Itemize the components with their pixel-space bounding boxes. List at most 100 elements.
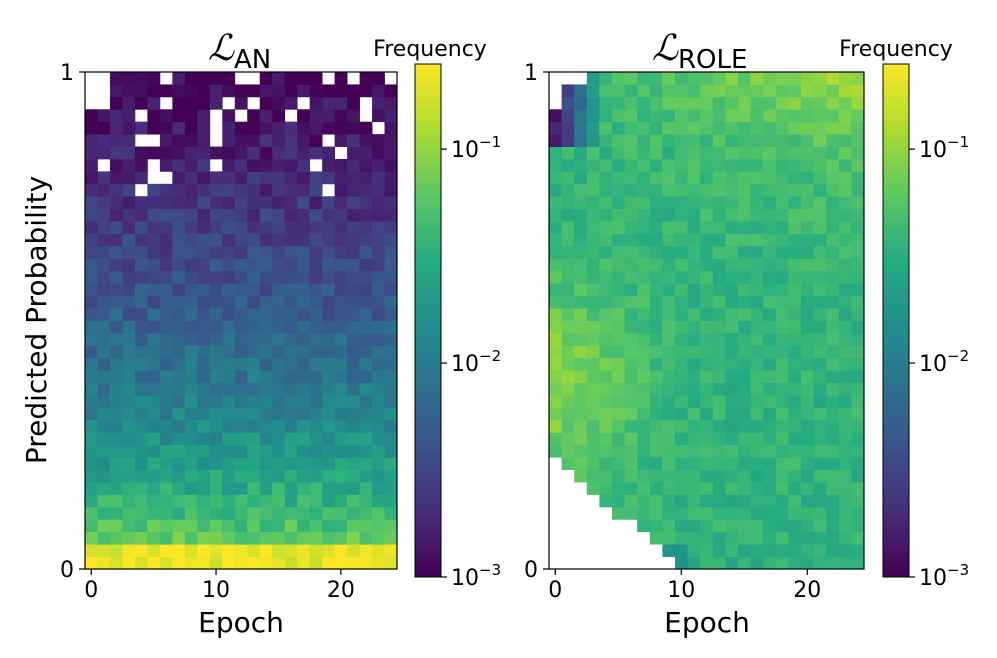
heatmap-cell: [184, 196, 198, 210]
heatmap-cell: [637, 357, 651, 371]
heatmap-cell: [322, 407, 335, 421]
heatmap-cell: [675, 308, 688, 321]
heatmap-cell: [222, 357, 236, 371]
heatmap-cell: [384, 308, 398, 321]
heatmap-cell: [172, 245, 186, 259]
heatmap-cell: [109, 245, 123, 259]
heatmap-cell: [134, 419, 148, 433]
heatmap-cell: [775, 308, 789, 321]
heatmap-cell: [97, 556, 111, 570]
heatmap-cell: [624, 196, 638, 210]
heatmap-cell: [85, 233, 98, 247]
heatmap-cell: [700, 146, 714, 160]
heatmap-cell: [297, 531, 311, 545]
heatmap-cell: [172, 72, 186, 85]
heatmap-cell: [209, 183, 223, 197]
heatmap-cell: [801, 84, 814, 98]
heatmap-cell: [612, 171, 625, 185]
heatmap-cell: [700, 96, 714, 110]
heatmap-cell: [826, 432, 840, 446]
heatmap-cell: [197, 382, 211, 396]
heatmap-cell: [750, 544, 764, 557]
heatmap-cell: [334, 283, 348, 297]
heatmap-cell: [297, 208, 311, 222]
heatmap-cell: [209, 419, 223, 433]
heatmap-cell: [159, 146, 173, 160]
heatmap-cell: [612, 506, 625, 520]
heatmap-cell: [700, 283, 714, 297]
heatmap-cell: [372, 332, 385, 346]
heatmap-cell: [347, 134, 360, 147]
heatmap-cell: [700, 183, 714, 197]
heatmap-cell: [359, 432, 373, 446]
heatmap-cell: [284, 245, 298, 259]
heatmap-cell: [725, 96, 739, 110]
heatmap-cell: [826, 283, 840, 297]
heatmap-cell: [599, 494, 613, 508]
heatmap-cell: [159, 270, 173, 284]
heatmap-cell: [712, 345, 726, 359]
heatmap-cell: [675, 134, 688, 147]
heatmap-cell: [712, 245, 726, 259]
heatmap-cell: [222, 407, 236, 421]
heatmap-cell: [85, 395, 98, 408]
heatmap-cell: [297, 556, 311, 570]
heatmap-cell: [197, 158, 211, 172]
heatmap-cell: [334, 295, 348, 309]
heatmap-cell: [712, 258, 726, 272]
heatmap-cell: [284, 72, 298, 85]
heatmap-cell: [826, 320, 840, 334]
heatmap-cell: [109, 519, 123, 533]
heatmap-cell: [624, 283, 638, 297]
heatmap-cell: [687, 171, 701, 185]
heatmap-cell: [624, 96, 638, 110]
heatmap-cell: [122, 245, 136, 259]
heatmap-cell: [222, 519, 236, 533]
heatmap-cell: [222, 419, 236, 433]
heatmap-cell: [813, 469, 827, 483]
heatmap-cell: [209, 308, 223, 321]
heatmap-cell: [712, 183, 726, 197]
heatmap-cell: [347, 84, 360, 98]
heatmap-cell: [284, 146, 298, 160]
heatmap-cell: [347, 370, 360, 384]
heatmap-cell: [272, 382, 286, 396]
heatmap-cell: [184, 146, 198, 160]
heatmap-cell: [222, 320, 236, 334]
heatmap-cell: [197, 556, 211, 570]
heatmap-cell: [297, 544, 311, 557]
x-tick-label: 10: [667, 578, 695, 603]
heatmap-cell: [247, 432, 261, 446]
heatmap-cell: [750, 519, 764, 533]
heatmap-cell: [85, 134, 98, 147]
heatmap-cell: [159, 544, 173, 557]
heatmap-cell: [372, 544, 385, 557]
heatmap-cell: [147, 357, 161, 371]
heatmap-cell: [372, 469, 385, 483]
heatmap-cell: [725, 382, 739, 396]
heatmap-cell: [549, 121, 562, 135]
heatmap-cell: [147, 270, 161, 284]
heatmap-cell: [109, 221, 123, 234]
heatmap-cell: [334, 506, 348, 520]
heatmap-cell: [599, 72, 613, 85]
heatmap-cell: [347, 308, 360, 321]
heatmap-cell: [172, 134, 186, 147]
heatmap-cell: [586, 320, 600, 334]
heatmap-cell: [334, 84, 348, 98]
heatmap-cell: [725, 320, 739, 334]
heatmap-cell: [788, 134, 802, 147]
heatmap-cell: [284, 208, 298, 222]
heatmap-cell: [334, 556, 348, 570]
heatmap-cell: [159, 121, 173, 135]
heatmap-cell: [612, 96, 625, 110]
heatmap-cell: [322, 395, 335, 408]
heatmap-cell: [675, 531, 688, 545]
heatmap-cell: [851, 320, 865, 334]
heatmap-cell: [612, 357, 625, 371]
heatmap-cell: [612, 320, 625, 334]
heatmap-cell: [788, 208, 802, 222]
heatmap-cell: [122, 258, 136, 272]
heatmap-cell: [247, 494, 261, 508]
heatmap-cell: [813, 544, 827, 557]
